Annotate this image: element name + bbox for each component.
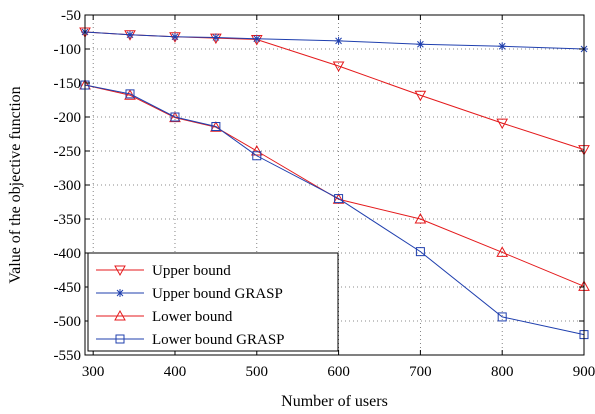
x-tick-label: 600 — [327, 364, 350, 380]
data-point — [496, 118, 509, 130]
x-tick-label: 400 — [164, 364, 187, 380]
legend-item: Upper bound GRASP — [96, 286, 283, 302]
x-tick-label: 300 — [82, 364, 105, 380]
data-point — [497, 312, 507, 322]
legend-marker — [114, 309, 126, 321]
legend-item: Lower bound GRASP — [96, 332, 285, 348]
x-tick-label: 500 — [246, 364, 269, 380]
data-point — [334, 194, 344, 204]
legend-label: Lower bound — [152, 309, 233, 325]
y-tick-label: -250 — [54, 144, 82, 160]
data-point — [125, 89, 135, 99]
x-tick-label: 900 — [573, 364, 595, 380]
axis-ticks: 300 400 500 600 700 800 900 -50 -100 -150 -200 -250… — [54, 8, 595, 380]
data-point — [250, 144, 263, 156]
data-point — [334, 36, 343, 45]
legend-marker — [114, 265, 126, 277]
data-point — [332, 61, 345, 73]
data-point — [170, 112, 180, 122]
legend-box — [87, 252, 339, 352]
y-tick-label: -450 — [54, 280, 82, 296]
legend-item: Upper bound — [96, 263, 231, 279]
data-point — [211, 122, 221, 132]
legend-item: Lower bound — [96, 309, 233, 325]
legend-marker — [116, 289, 124, 297]
y-tick-label: -500 — [54, 314, 82, 330]
data-point — [414, 212, 427, 224]
series-line — [84, 84, 585, 336]
legend-label: Upper bound GRASP — [152, 286, 283, 302]
legend-label: Lower bound GRASP — [152, 332, 285, 348]
data-point — [414, 90, 427, 102]
legend: Upper bound Upper bound GRASP Lower bound L… — [87, 252, 339, 352]
data-point — [170, 32, 179, 41]
x-axis-label: Number of users — [281, 393, 388, 410]
series-4 — [80, 80, 589, 340]
series-layer — [79, 27, 590, 340]
data-point — [125, 30, 134, 39]
y-tick-label: -400 — [54, 246, 82, 262]
y-tick-label: -100 — [54, 42, 82, 58]
data-point — [498, 42, 507, 51]
data-point — [211, 33, 220, 42]
y-tick-label: -550 — [54, 348, 82, 364]
y-axis-label: Value of the objective function — [7, 86, 24, 283]
legend-marker — [115, 334, 125, 344]
data-point — [252, 34, 261, 43]
data-point — [416, 40, 425, 49]
x-tick-label: 700 — [409, 364, 432, 380]
series-line — [84, 84, 585, 287]
data-point — [332, 193, 345, 204]
y-tick-label: -50 — [61, 8, 81, 24]
data-point — [496, 246, 509, 257]
x-tick-label: 800 — [491, 364, 514, 380]
y-tick-label: -150 — [54, 76, 82, 92]
y-tick-label: -350 — [54, 212, 82, 228]
y-tick-label: -200 — [54, 110, 82, 126]
legend-label: Upper bound — [152, 263, 231, 279]
data-point — [252, 151, 262, 161]
data-point — [415, 247, 425, 257]
y-tick-label: -300 — [54, 178, 82, 194]
data-point — [210, 121, 222, 132]
